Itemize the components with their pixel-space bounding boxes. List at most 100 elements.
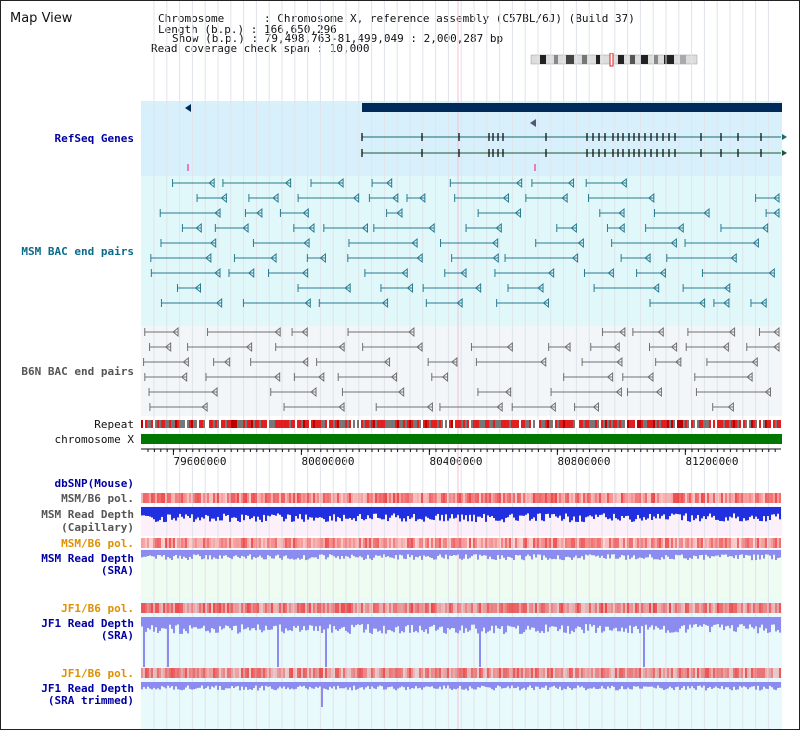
chromosome-ideogram[interactable] bbox=[528, 53, 704, 67]
read-depth-bar bbox=[495, 617, 497, 626]
read-depth-bar bbox=[551, 617, 553, 627]
read-depth-bar bbox=[577, 617, 579, 627]
read-depth-bar bbox=[483, 617, 485, 628]
read-depth-bar bbox=[159, 682, 161, 690]
read-depth-bar bbox=[549, 550, 551, 559]
polymorphism-band bbox=[271, 668, 273, 678]
repeat-element bbox=[481, 420, 483, 428]
polymorphism-band bbox=[347, 668, 349, 678]
read-depth-bar bbox=[467, 682, 469, 691]
polymorphism-band bbox=[255, 538, 257, 548]
repeat-element bbox=[553, 420, 555, 428]
read-depth-bar bbox=[489, 617, 491, 631]
polymorphism-band bbox=[303, 538, 305, 548]
read-depth-bar bbox=[771, 617, 773, 625]
polymorphism-band bbox=[423, 493, 425, 503]
read-depth-bar bbox=[525, 550, 527, 557]
polymorphism-band bbox=[727, 668, 729, 678]
label-jf1-trim: JF1 Read Depth bbox=[41, 682, 134, 695]
polymorphism-band bbox=[701, 493, 703, 503]
repeat-element bbox=[545, 420, 547, 428]
polymorphism-band bbox=[667, 603, 669, 613]
polymorphism-band bbox=[553, 668, 555, 678]
read-depth-bar bbox=[205, 682, 207, 688]
polymorphism-band bbox=[221, 603, 223, 613]
read-depth-bar bbox=[517, 507, 519, 521]
polymorphism-band bbox=[349, 493, 351, 503]
polymorphism-band bbox=[459, 538, 461, 548]
read-depth-bar bbox=[467, 617, 469, 632]
polymorphism-band bbox=[565, 493, 567, 503]
repeat-element bbox=[557, 420, 559, 428]
read-depth-bar bbox=[313, 507, 315, 521]
read-depth-bar bbox=[455, 682, 457, 690]
read-depth-bar bbox=[545, 682, 547, 686]
read-depth-bar bbox=[517, 617, 519, 626]
read-depth-bar bbox=[607, 550, 609, 555]
read-depth-bar bbox=[469, 550, 471, 558]
read-depth-bar bbox=[729, 682, 731, 690]
read-depth-bar bbox=[293, 550, 295, 560]
polymorphism-band bbox=[303, 603, 305, 613]
polymorphism-band bbox=[211, 668, 213, 678]
polymorphism-band bbox=[461, 668, 463, 678]
read-depth-bar bbox=[145, 617, 147, 632]
read-depth-bar bbox=[563, 682, 565, 689]
polymorphism-band bbox=[433, 538, 435, 548]
read-depth-bar bbox=[627, 507, 629, 516]
read-depth-bar bbox=[751, 507, 753, 516]
b6n-bac-pair bbox=[338, 401, 345, 413]
repeat-element bbox=[459, 420, 461, 428]
read-depth-bar bbox=[739, 682, 741, 687]
b6n-bac-pair bbox=[223, 356, 231, 368]
polymorphism-band bbox=[585, 668, 587, 678]
read-depth-bar bbox=[683, 550, 685, 559]
read-depth-bar bbox=[413, 550, 415, 560]
polymorphism-band bbox=[273, 538, 275, 548]
read-depth-bar bbox=[427, 550, 429, 557]
repeat-element bbox=[263, 420, 265, 428]
read-depth-bar bbox=[409, 507, 411, 519]
polymorphism-band bbox=[649, 493, 651, 503]
read-depth-bar bbox=[289, 507, 291, 515]
read-depth-bar bbox=[377, 550, 379, 556]
polymorphism-band bbox=[213, 538, 215, 548]
read-depth-bar bbox=[349, 507, 351, 518]
read-depth-bar bbox=[163, 682, 165, 688]
read-depth-bar bbox=[165, 682, 167, 689]
read-depth-bar bbox=[569, 550, 571, 558]
repeat-element bbox=[243, 420, 245, 428]
repeat-element bbox=[541, 420, 543, 428]
repeat-element bbox=[769, 420, 771, 428]
polymorphism-band bbox=[395, 603, 397, 613]
read-depth-bar bbox=[523, 507, 525, 516]
repeat-element bbox=[651, 420, 653, 428]
read-depth-bar bbox=[731, 682, 733, 691]
polymorphism-band bbox=[199, 668, 201, 678]
polymorphism-band bbox=[407, 603, 409, 613]
read-depth-bar bbox=[309, 507, 311, 518]
repeat-element bbox=[235, 420, 237, 428]
read-depth-bar bbox=[315, 682, 317, 687]
read-depth-bar bbox=[455, 507, 457, 518]
polymorphism-band bbox=[679, 668, 681, 678]
read-depth-bar bbox=[227, 617, 229, 627]
polymorphism-band bbox=[341, 668, 343, 678]
read-depth-bar bbox=[149, 507, 151, 517]
read-depth-bar bbox=[509, 617, 511, 627]
repeat-element bbox=[395, 420, 397, 428]
read-depth-bar bbox=[325, 507, 327, 522]
read-depth-bar bbox=[701, 617, 703, 627]
polymorphism-band bbox=[371, 493, 373, 503]
repeat-element bbox=[445, 420, 447, 428]
polymorphism-band bbox=[425, 538, 427, 548]
polymorphism-band bbox=[271, 493, 273, 503]
polymorphism-band bbox=[397, 668, 399, 678]
read-depth-bar bbox=[487, 507, 489, 516]
read-depth-bar bbox=[371, 507, 373, 520]
read-depth-bar bbox=[763, 682, 765, 687]
read-depth-bar bbox=[189, 617, 191, 626]
read-depth-bar bbox=[621, 617, 623, 628]
read-depth-bar bbox=[593, 682, 595, 688]
